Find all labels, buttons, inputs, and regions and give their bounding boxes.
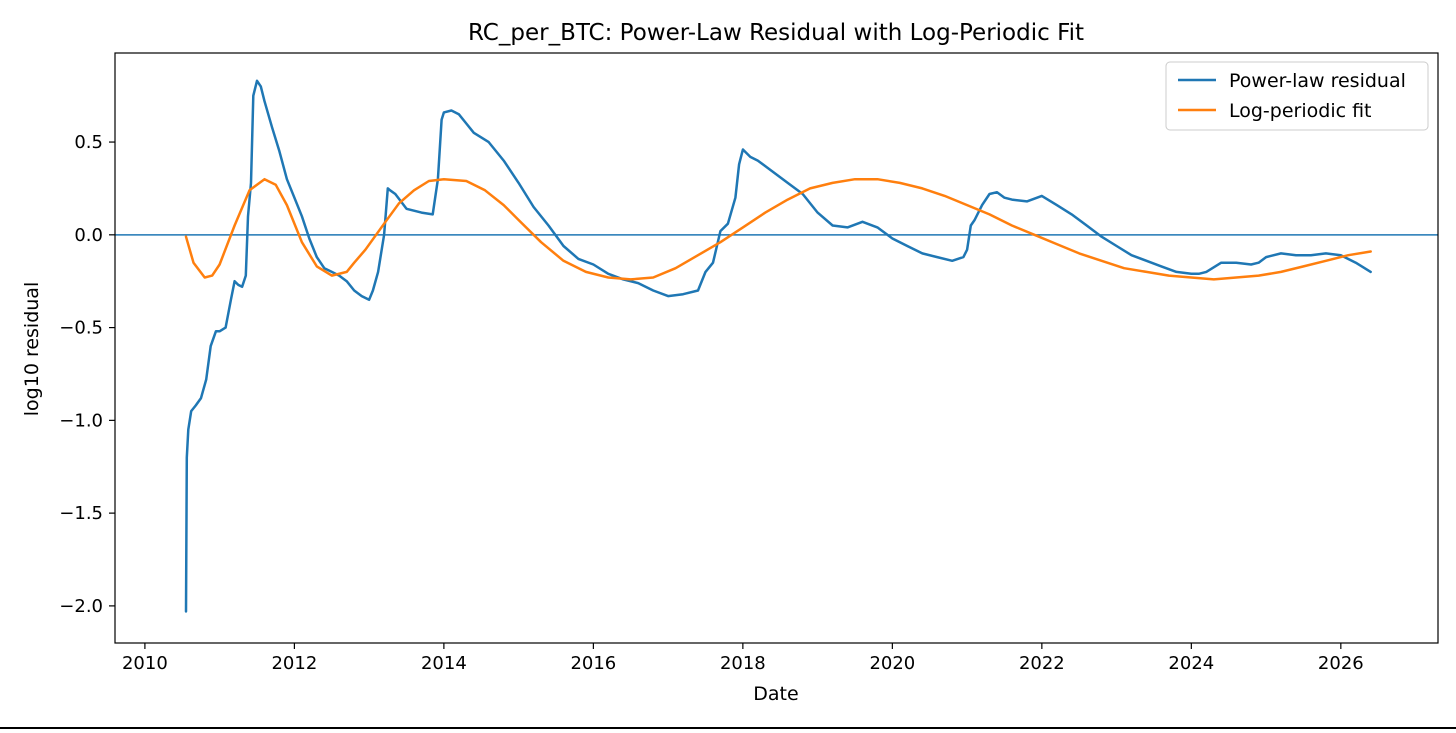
x-tick-label: 2026 (1318, 653, 1364, 674)
y-tick-label: 0.5 (74, 132, 103, 153)
y-tick-label: 0.0 (74, 225, 103, 246)
y-axis-label: log10 residual (21, 282, 43, 416)
x-tick-label: 2012 (271, 653, 317, 674)
y-tick-label: −1.5 (59, 503, 103, 524)
axis-ticks: 2010 2012 2014 2016 2018 2020 2022 2024 2026 −2.0… (59, 132, 1363, 674)
legend-box (1165, 61, 1429, 131)
legend-label-residual: Power-law residual (1229, 70, 1406, 92)
legend: Power-law residual Log-periodic fit (1165, 61, 1429, 131)
legend-label-fit: Log-periodic fit (1229, 100, 1372, 122)
x-tick-label: 2014 (421, 653, 467, 674)
x-tick-label: 2024 (1168, 653, 1214, 674)
x-tick-label: 2010 (122, 653, 168, 674)
x-tick-label: 2018 (720, 653, 766, 674)
x-axis-label: Date (753, 683, 798, 705)
plot-frame (114, 52, 1439, 644)
series-line-power-law-residual (184, 79, 1372, 613)
bottom-rule (0, 727, 1456, 729)
x-tick-label: 2022 (1019, 653, 1065, 674)
series-line-log-periodic-fit (184, 177, 1372, 281)
x-tick-label: 2016 (570, 653, 616, 674)
y-tick-label: −2.0 (59, 596, 103, 617)
y-tick-label: −0.5 (59, 318, 103, 339)
x-tick-label: 2020 (869, 653, 915, 674)
y-tick-label: −1.0 (59, 410, 103, 431)
chart-title: RC_per_BTC: Power-Law Residual with Log-… (468, 20, 1084, 46)
plot-area (115, 79, 1438, 613)
